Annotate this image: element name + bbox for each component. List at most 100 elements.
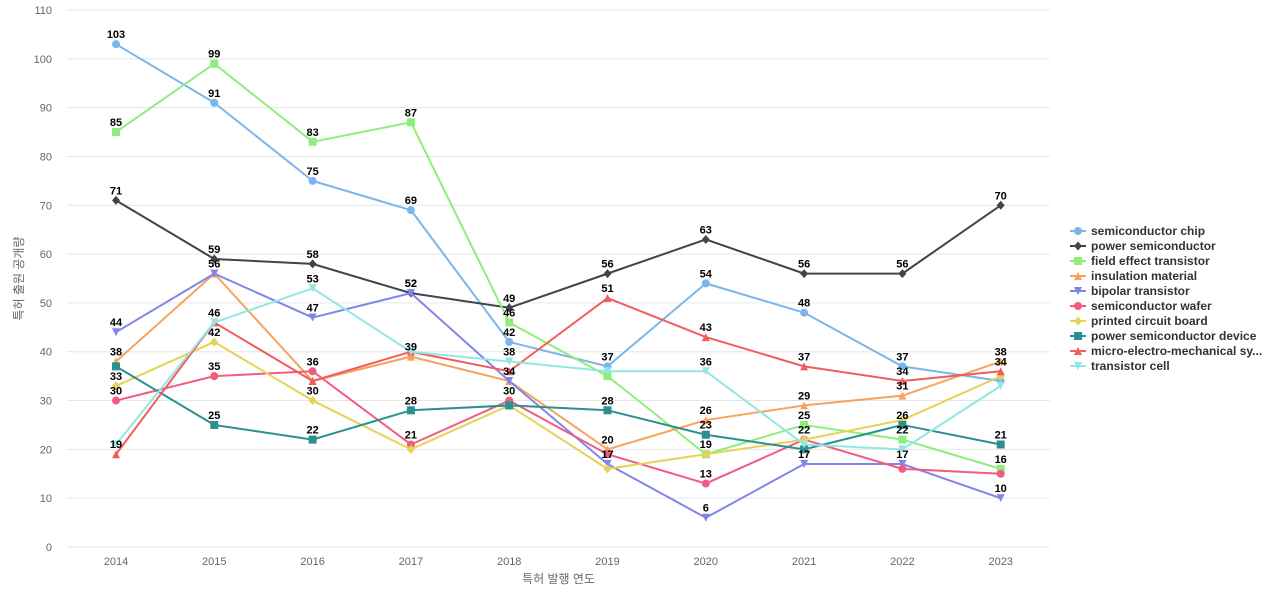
data-label: 30 [306,386,318,398]
data-label: 44 [110,317,123,329]
y-tick-label: 0 [46,542,52,554]
data-label: 30 [503,386,515,398]
data-label: 39 [405,342,417,354]
data-point [898,420,907,429]
data-label: 46 [208,307,220,319]
data-point [701,367,710,376]
legend-item[interactable]: power semiconductor [1070,239,1216,253]
x-tick-label: 2014 [104,556,128,568]
data-label: 25 [208,410,220,422]
data-point [603,372,612,381]
data-point [112,381,120,391]
legend-item[interactable]: printed circuit board [1070,314,1208,328]
data-point [406,352,415,361]
data-label: 17 [601,449,613,461]
data-point [898,435,907,444]
legend-symbol [1074,272,1082,280]
data-label: 54 [700,268,713,280]
data-label: 37 [896,351,908,363]
data-point [603,367,612,376]
data-label: 38 [110,346,122,358]
data-point [406,406,415,415]
data-point [996,381,1005,390]
data-label: 70 [995,190,1007,202]
x-tick-label: 2016 [300,556,324,568]
data-point [800,420,809,429]
legend-symbol [1074,302,1082,310]
data-point [701,234,710,244]
data-point [996,469,1005,478]
data-label: 21 [995,429,1007,441]
x-tick-label: 2023 [988,556,1012,568]
legend-symbol [1074,241,1082,251]
y-tick-label: 90 [40,103,52,115]
x-tick-label: 2021 [792,556,816,568]
data-point [603,450,612,459]
data-point [210,372,219,381]
legend-item[interactable]: semiconductor chip [1070,224,1205,238]
y-tick-label: 110 [34,5,52,17]
data-point [112,450,120,459]
series-5 [112,367,1005,488]
data-point [603,464,612,474]
data-label: 17 [896,449,908,461]
data-point [898,445,907,454]
data-label: 46 [503,307,515,319]
y-tick-label: 60 [40,249,52,261]
data-label: 19 [700,439,712,451]
data-point [603,406,612,415]
data-label: 20 [601,434,613,446]
legend-label: micro-electro-mechanical sy... [1091,344,1262,358]
series-line [115,370,1002,485]
data-label: 91 [208,88,220,100]
series-8 [112,294,1005,459]
legend-label: transistor cell [1091,359,1170,373]
data-label: 51 [601,283,613,295]
legend-item[interactable]: bipolar transistor [1070,284,1190,298]
data-point [505,377,514,386]
x-tick-label: 2018 [497,556,521,568]
data-point [406,289,415,298]
data-label: 19 [110,439,122,451]
data-point [800,460,809,469]
data-point [505,401,514,410]
series-7 [112,362,1005,454]
y-tick-label: 70 [40,200,52,212]
data-point [898,464,907,473]
legend-label: semiconductor chip [1091,224,1205,238]
legend-item[interactable]: transistor cell [1070,359,1170,373]
legend-label: power semiconductor [1091,239,1216,253]
legend-symbol [1074,316,1082,326]
data-label: 48 [798,298,810,310]
data-point [308,176,317,185]
data-point [701,333,710,342]
data-point [505,357,514,366]
x-tick-label: 2017 [399,556,423,568]
data-point [800,308,809,317]
x-tick-label: 2019 [595,556,619,568]
data-point [112,440,120,449]
data-point [996,464,1005,473]
y-tick-label: 50 [40,298,52,310]
data-point [898,269,907,279]
data-point [210,269,219,278]
legend-item[interactable]: micro-electro-mechanical sy... [1070,344,1262,358]
data-label: 16 [995,454,1007,466]
legend-item[interactable]: field effect transistor [1070,254,1210,268]
data-label: 83 [306,127,318,139]
data-point [800,401,809,410]
data-point [112,328,120,337]
data-label: 26 [896,410,908,422]
legend-label: power semiconductor device [1091,329,1257,343]
data-label: 6 [703,503,709,515]
data-label: 56 [896,259,908,271]
series-2 [112,59,1005,473]
legend-item[interactable]: semiconductor wafer [1070,299,1212,313]
legend-item[interactable]: power semiconductor device [1070,329,1257,343]
data-label: 22 [306,425,318,437]
data-point [406,206,415,215]
legend-item[interactable]: insulation material [1070,269,1197,283]
series-4 [112,269,1005,522]
